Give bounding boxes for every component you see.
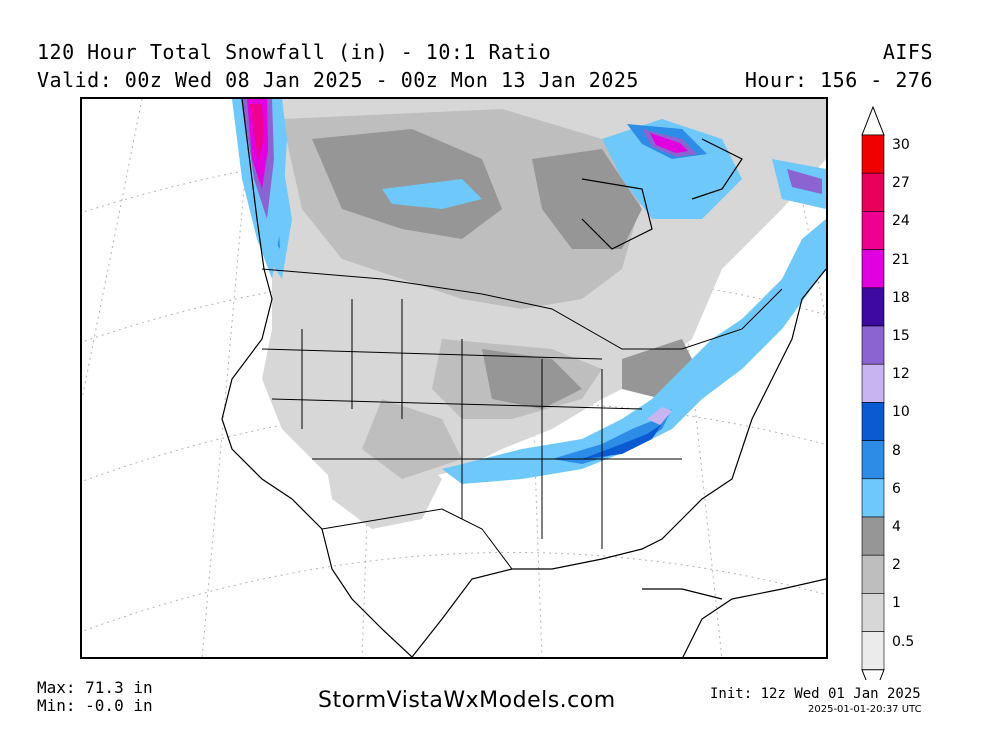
forecast-hour-range: Hour: 156 - 276 <box>744 68 933 92</box>
coastlines <box>221 99 826 657</box>
scale-label-30: 30 <box>892 137 910 153</box>
scale-label-21: 21 <box>892 251 910 268</box>
min-value: Min: -0.0 in <box>37 696 153 715</box>
scale-swatch-18 <box>861 287 885 327</box>
scale-label-27: 27 <box>892 175 910 192</box>
scale-swatch-1 <box>861 593 885 632</box>
scale-swatch-2 <box>861 554 885 594</box>
scale-label-1: 1 <box>892 595 901 612</box>
max-value: Max: 71.3 in <box>37 678 153 697</box>
scale-label-4: 4 <box>892 519 901 535</box>
scale-swatch-0.5 <box>861 631 885 671</box>
model-name: AIFS <box>882 40 933 64</box>
scale-label-10: 10 <box>892 404 910 421</box>
scale-swatch-21 <box>861 249 885 289</box>
scale-label-8: 8 <box>892 442 901 459</box>
scale-swatch-24 <box>861 211 885 250</box>
map-title: 120 Hour Total Snowfall (in) - 10:1 Rati… <box>37 40 552 64</box>
scale-label-12: 12 <box>892 366 910 383</box>
scale-label-0.5: 0.5 <box>892 633 915 650</box>
scale-label-24: 24 <box>892 213 910 230</box>
scale-swatch-27 <box>861 172 885 212</box>
scale-swatch-30 <box>861 134 885 174</box>
valid-period: Valid: 00z Wed 08 Jan 2025 - 00z Mon 13 … <box>37 68 639 92</box>
color-scale <box>861 105 885 680</box>
scale-label-18: 18 <box>892 289 910 306</box>
map-canvas <box>82 99 826 657</box>
website-watermark: StormVistaWxModels.com <box>318 688 616 713</box>
snowfall-coast-range <box>232 99 287 279</box>
scale-label-2: 2 <box>892 557 901 574</box>
scale-label-15: 15 <box>892 328 910 344</box>
scale-top-arrow <box>861 105 885 136</box>
snowfall-map <box>80 97 828 659</box>
scale-swatch-8 <box>861 440 885 480</box>
borders <box>261 268 783 570</box>
generated-timestamp: 2025-01-01-20:37 UTC <box>808 704 922 715</box>
scale-swatch-6 <box>861 478 885 518</box>
scale-swatch-4 <box>861 516 885 556</box>
scale-swatch-12 <box>861 363 885 403</box>
init-time: Init: 12z Wed 01 Jan 2025 <box>710 686 921 702</box>
scale-swatch-10 <box>861 402 885 441</box>
scale-label-6: 6 <box>892 480 901 497</box>
scale-swatch-15 <box>861 325 885 365</box>
scale-bottom-arrow <box>861 669 885 680</box>
